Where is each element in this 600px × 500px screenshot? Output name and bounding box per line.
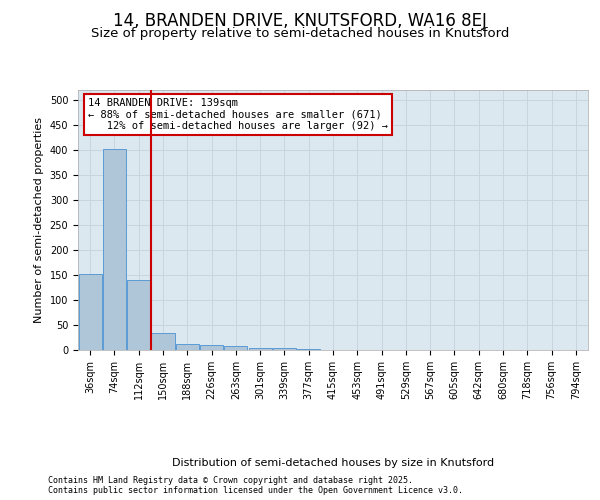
Bar <box>79 274 101 350</box>
Bar <box>127 280 150 350</box>
Text: Contains HM Land Registry data © Crown copyright and database right 2025.
Contai: Contains HM Land Registry data © Crown c… <box>48 476 463 495</box>
Bar <box>151 332 175 350</box>
Text: Distribution of semi-detached houses by size in Knutsford: Distribution of semi-detached houses by … <box>172 458 494 468</box>
Bar <box>103 149 126 350</box>
Bar <box>200 345 223 350</box>
Bar <box>176 344 199 350</box>
Bar <box>297 349 320 350</box>
Bar <box>248 348 272 350</box>
Text: 14 BRANDEN DRIVE: 139sqm
← 88% of semi-detached houses are smaller (671)
   12% : 14 BRANDEN DRIVE: 139sqm ← 88% of semi-d… <box>88 98 388 131</box>
Bar <box>224 346 247 350</box>
Text: Size of property relative to semi-detached houses in Knutsford: Size of property relative to semi-detach… <box>91 28 509 40</box>
Y-axis label: Number of semi-detached properties: Number of semi-detached properties <box>34 117 44 323</box>
Bar <box>273 348 296 350</box>
Text: 14, BRANDEN DRIVE, KNUTSFORD, WA16 8EJ: 14, BRANDEN DRIVE, KNUTSFORD, WA16 8EJ <box>113 12 487 30</box>
